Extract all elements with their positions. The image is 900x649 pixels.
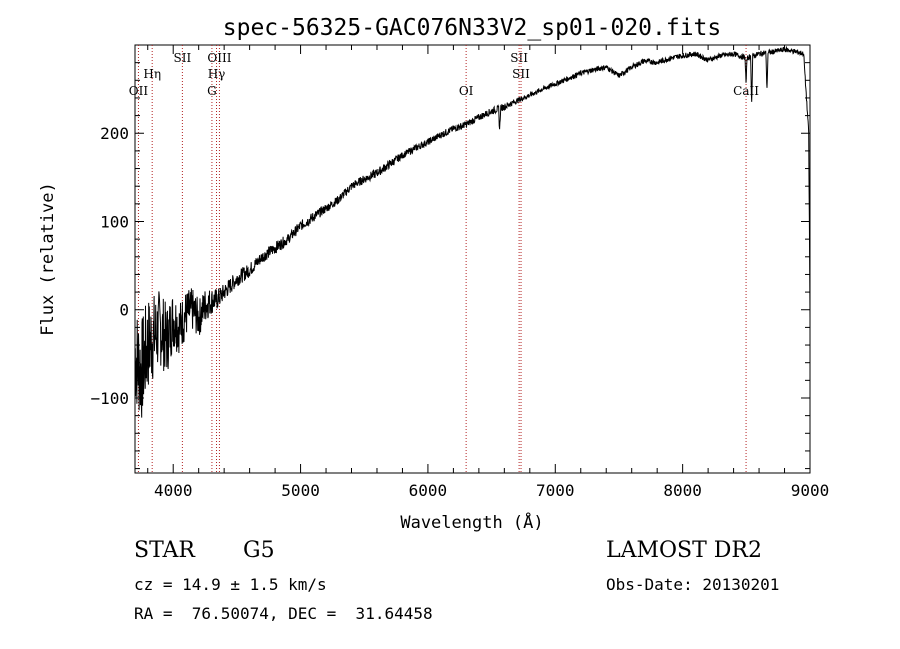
line-marker-label: G [207,84,217,98]
x-tick-label: 4000 [154,481,193,500]
x-tick-label: 7000 [536,481,575,500]
line-marker-label: SII [510,51,528,65]
redshift-cz: cz = 14.9 ± 1.5 km/s [134,575,327,594]
y-axis-label: Flux (relative) [38,182,58,336]
line-marker-label: OI [459,84,474,98]
survey-name: LAMOST DR2 [606,538,762,563]
line-marker-label: Hη [143,67,161,81]
spectrum-series-line [134,45,811,418]
y-tick-label: 100 [100,212,129,231]
ra-dec-coordinates: RA = 76.50074, DEC = 31.64458 [134,604,433,623]
y-tick-label: −100 [90,389,129,408]
x-axis-label: Wavelength (Å) [400,511,543,533]
x-tick-label: 5000 [281,481,320,500]
line-marker-label: CaII [733,84,759,98]
emission-line-markers: OII Hη SII G Hγ OIII OI SII SII CaII [129,45,759,473]
object-subclass: G5 [243,538,275,563]
x-tick-label: 9000 [791,481,830,500]
line-marker-label: OII [129,84,149,98]
line-marker-label: SII [512,67,530,81]
object-class: STAR [134,538,195,563]
x-tick-label: 8000 [663,481,702,500]
line-marker-label: SII [174,51,192,65]
line-marker-label: Hγ [208,67,226,81]
axis-ticks: 4000 5000 6000 7000 8000 9000 −100 0 100 200 [90,45,829,500]
line-marker-label: OIII [207,51,231,65]
y-tick-label: 0 [119,301,129,320]
chart-title: spec-56325-GAC076N33V2_sp01-020.fits [223,15,722,41]
plot-frame [134,44,811,474]
observation-date: Obs-Date: 20130201 [606,575,780,594]
x-tick-label: 6000 [409,481,448,500]
y-tick-label: 200 [100,124,129,143]
